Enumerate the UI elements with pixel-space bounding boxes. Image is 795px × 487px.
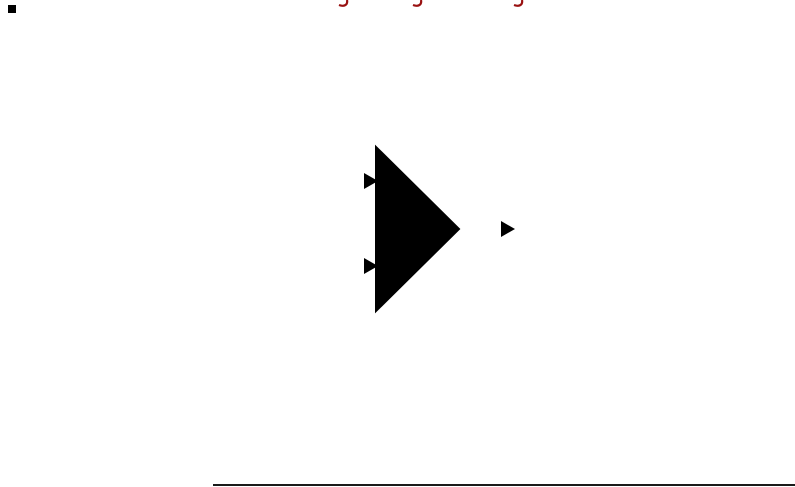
carrier-sine-chart (0, 238, 320, 487)
ekg-chart (0, 0, 320, 238)
cropped-title-remnant (412, 0, 423, 7)
spectrum-chart (480, 238, 795, 487)
mixer-triangle (375, 144, 461, 314)
arrowhead-carrier (364, 258, 378, 274)
bottom-rule (213, 484, 795, 486)
cropped-title-remnant (338, 0, 349, 7)
am-signal-chart (480, 0, 795, 238)
arrowhead-ekg (364, 173, 378, 189)
